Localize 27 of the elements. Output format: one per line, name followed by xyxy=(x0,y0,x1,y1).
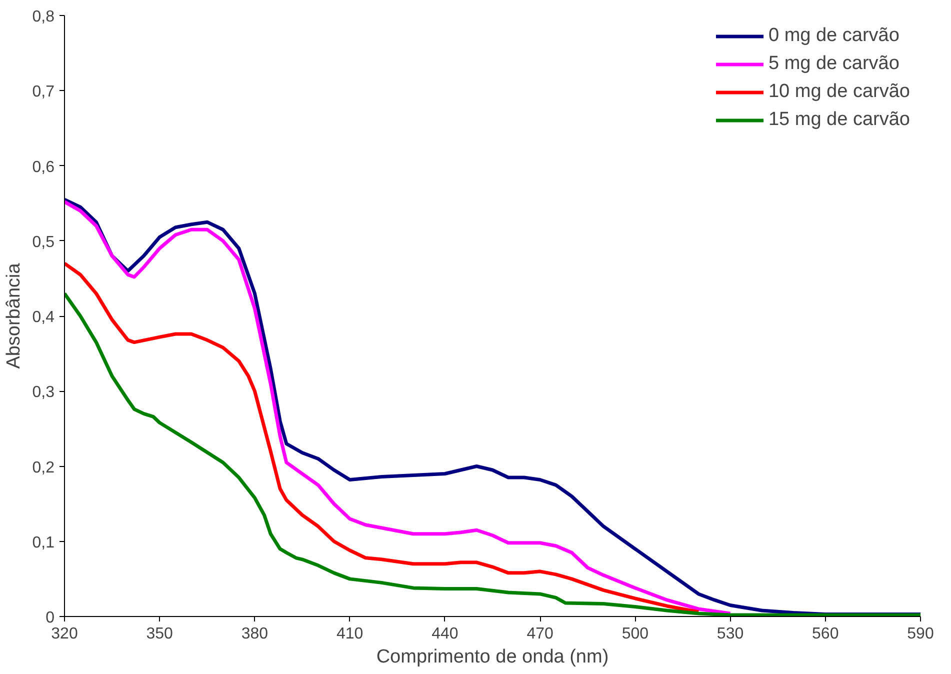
x-tick-label: 320 xyxy=(51,626,78,642)
x-tick-label: 380 xyxy=(241,626,268,642)
y-tick-label: 0,6 xyxy=(32,158,55,176)
y-tick-label: 0,8 xyxy=(32,8,55,26)
x-tick-label: 530 xyxy=(716,626,744,642)
y-tick-label: 0,4 xyxy=(32,309,55,326)
y-tick-label: 0,5 xyxy=(32,234,55,251)
x-tick-label: 350 xyxy=(146,626,174,642)
x-tick-label: 410 xyxy=(336,626,364,642)
x-tick-label: 560 xyxy=(812,626,839,642)
x-tick-label: 470 xyxy=(526,626,554,642)
y-tick-label: 0,2 xyxy=(32,459,55,476)
x-axis-title: Comprimento de onda (nm) xyxy=(376,646,609,668)
legend-label: 0 mg de carvão xyxy=(768,25,900,47)
legend-label: 15 mg de carvão xyxy=(768,109,910,131)
x-tick-label: 590 xyxy=(907,626,934,642)
y-tick-label: 0 xyxy=(46,610,55,626)
line-series xyxy=(64,262,700,614)
y-axis-title: Absorbância xyxy=(3,262,24,369)
y-tick-label: 0,1 xyxy=(32,534,55,552)
legend-label: 10 mg de carvão xyxy=(768,81,910,103)
line-series xyxy=(64,200,732,616)
y-tick-label: 0,3 xyxy=(32,384,55,402)
legend-label: 5 mg de carvão xyxy=(768,53,900,75)
x-tick-label: 500 xyxy=(622,626,649,642)
x-tick-label: 440 xyxy=(432,626,458,642)
y-tick-label: 0,7 xyxy=(32,84,55,101)
